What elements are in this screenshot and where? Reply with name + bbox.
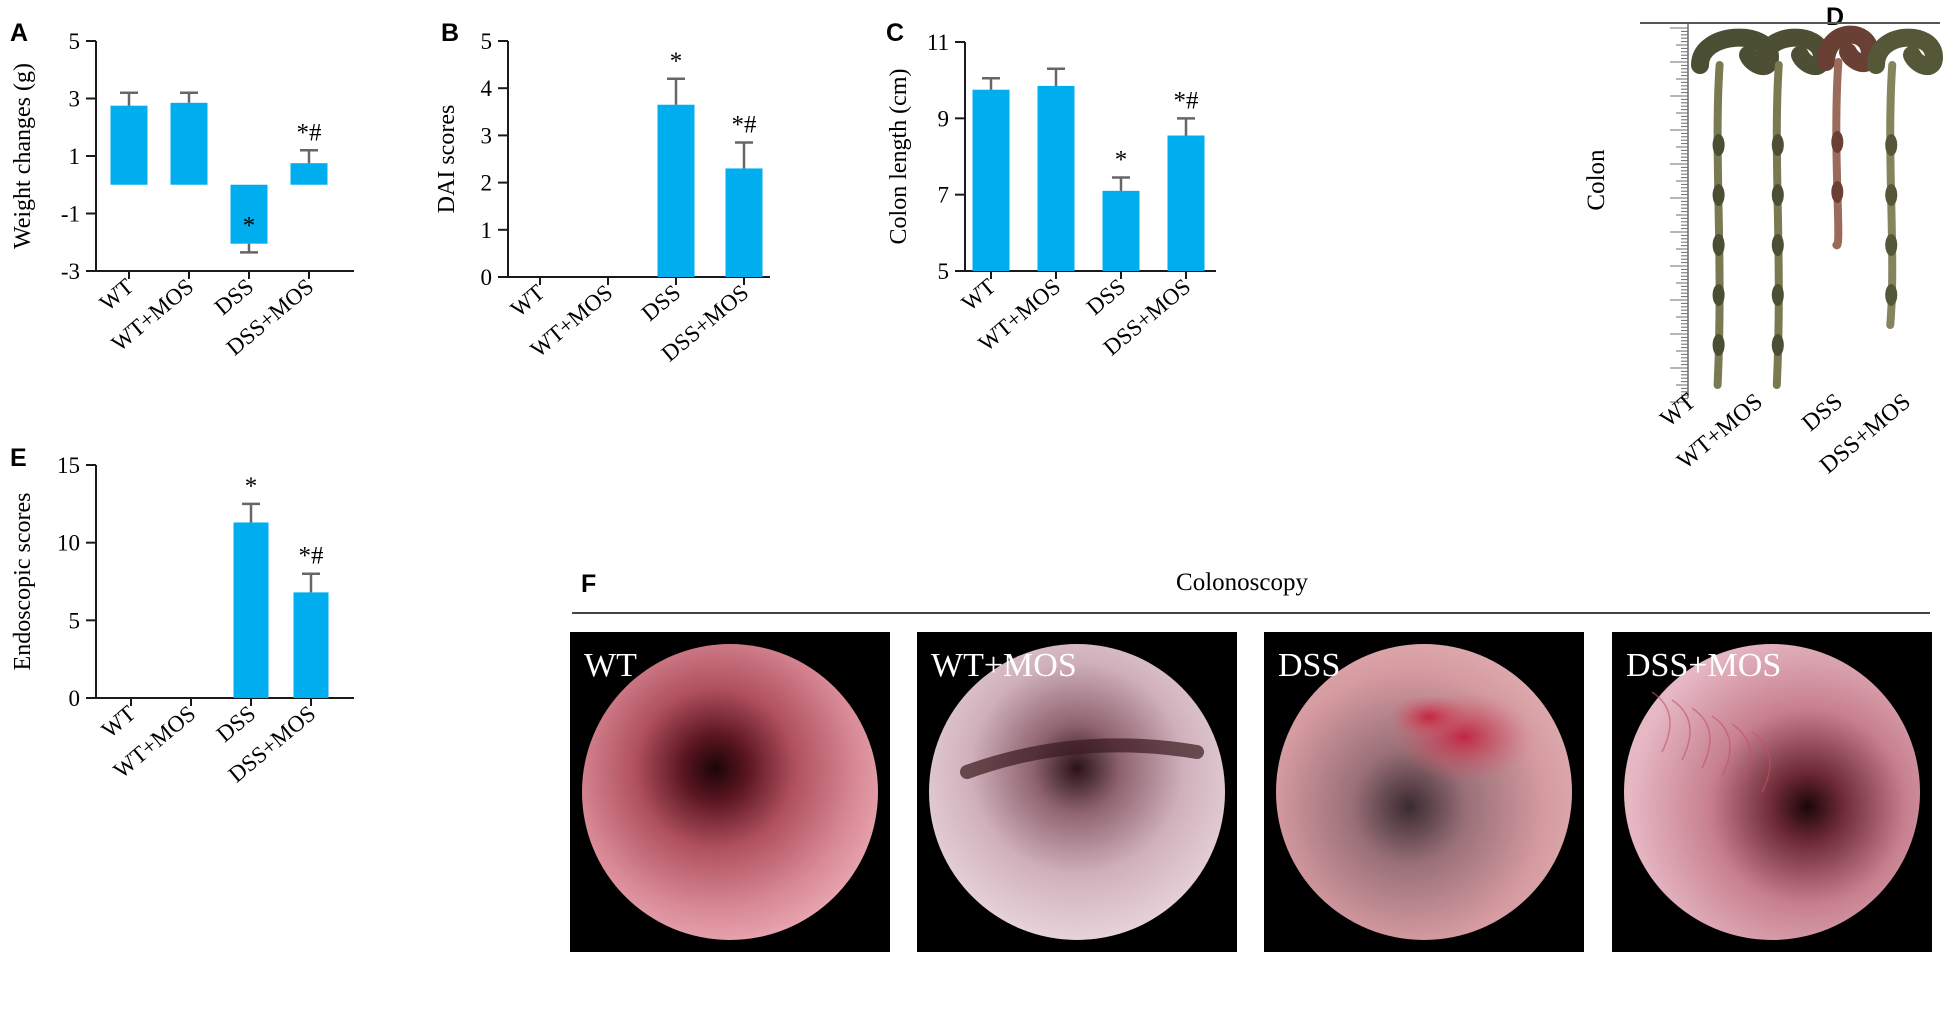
y-tick-label: 11 bbox=[927, 30, 949, 55]
y-axis-label: DAI scores bbox=[434, 105, 460, 214]
y-tick-label: 5 bbox=[69, 29, 81, 54]
y-tick-label: 15 bbox=[57, 453, 80, 478]
x-tick-label: WT bbox=[97, 701, 140, 743]
colon-specimen-dss-mos bbox=[1867, 28, 1944, 329]
y-tick-label: 0 bbox=[69, 686, 81, 711]
y-tick-label: 10 bbox=[57, 531, 80, 556]
y-tick-label: 2 bbox=[481, 171, 493, 196]
image-label: WT+MOS bbox=[931, 647, 1077, 684]
significance-marker: * bbox=[670, 48, 683, 75]
significance-marker: *# bbox=[297, 119, 323, 146]
colon-specimen-wt bbox=[1691, 28, 1780, 389]
y-tick-label: -3 bbox=[61, 259, 80, 284]
panel-letter: E bbox=[10, 444, 27, 472]
y-tick-label: 3 bbox=[481, 123, 493, 148]
y-tick-label: 1 bbox=[481, 218, 493, 243]
significance-marker: *# bbox=[1174, 87, 1200, 114]
colon-specimen-wt-mos bbox=[1753, 28, 1832, 389]
y-tick-label: 5 bbox=[481, 29, 493, 54]
bar-dss bbox=[657, 104, 695, 277]
x-tick-label: WT bbox=[506, 280, 549, 322]
panel-letter: C bbox=[886, 19, 904, 47]
y-axis-label: Endoscopic scores bbox=[10, 493, 36, 671]
y-tick-label: 9 bbox=[938, 106, 950, 131]
bar-dss bbox=[233, 522, 269, 698]
x-tick-label: WT bbox=[957, 274, 1000, 316]
panel-f: F Colonoscopy WT WT+MOS DSS DSS+MOS bbox=[570, 569, 1932, 952]
x-tick-label: DSS bbox=[212, 701, 260, 747]
bar-dss-mos bbox=[293, 592, 329, 698]
endoscopy-image-dss: DSS bbox=[1264, 632, 1584, 952]
endoscopy-image-wt: WT bbox=[570, 632, 890, 952]
panel-letter: A bbox=[10, 19, 28, 47]
image-label: WT bbox=[584, 647, 637, 684]
significance-marker: * bbox=[243, 213, 256, 240]
bar-wt-mos bbox=[1037, 85, 1075, 272]
colonoscopy-title: Colonoscopy bbox=[1176, 569, 1308, 596]
y-tick-label: 1 bbox=[69, 144, 81, 169]
bar-wt bbox=[110, 105, 148, 185]
endoscopy-image-dss-mos: DSS+MOS bbox=[1612, 632, 1932, 952]
significance-marker: * bbox=[1115, 146, 1128, 173]
y-axis-label: Weight changes (g) bbox=[10, 63, 36, 249]
y-tick-label: 0 bbox=[481, 265, 493, 290]
significance-marker: *# bbox=[732, 111, 758, 138]
significance-marker: * bbox=[245, 473, 258, 500]
panel-letter: F bbox=[581, 570, 596, 598]
ruler bbox=[1670, 23, 1689, 403]
bar-wt-mos bbox=[170, 102, 208, 185]
x-tick-label: DSS bbox=[637, 280, 685, 326]
x-tick-label: DSS bbox=[210, 274, 258, 320]
endoscopy-image-wt-mos: WT+MOS bbox=[917, 632, 1237, 952]
bar-dss-mos bbox=[1167, 135, 1205, 271]
x-tick-label: DSS bbox=[1082, 274, 1130, 320]
panel-letter: B bbox=[441, 19, 459, 47]
y-tick-label: 7 bbox=[938, 183, 950, 208]
y-tick-label: -1 bbox=[61, 202, 80, 227]
colon-specimen-dss bbox=[1817, 25, 1880, 250]
x-tick-label: WT bbox=[95, 274, 138, 316]
significance-marker: *# bbox=[299, 543, 325, 570]
image-label: DSS+MOS bbox=[1626, 647, 1781, 684]
y-tick-label: 5 bbox=[938, 259, 950, 284]
bar-wt bbox=[972, 89, 1010, 271]
bar-dss bbox=[1102, 190, 1140, 271]
colon-label: DSS bbox=[1797, 389, 1847, 437]
y-tick-label: 5 bbox=[69, 608, 81, 633]
bar-dss-mos bbox=[290, 163, 328, 185]
bar-dss-mos bbox=[725, 168, 763, 277]
colon-side-label: Colon bbox=[1583, 149, 1610, 211]
image-label: DSS bbox=[1278, 647, 1340, 684]
panel-letter: D bbox=[1826, 3, 1844, 31]
y-tick-label: 4 bbox=[481, 76, 493, 101]
y-tick-label: 3 bbox=[69, 87, 81, 112]
bar-dss bbox=[230, 184, 268, 244]
y-axis-label: Colon length (cm) bbox=[886, 69, 912, 245]
colon-label: WT bbox=[1656, 388, 1702, 432]
